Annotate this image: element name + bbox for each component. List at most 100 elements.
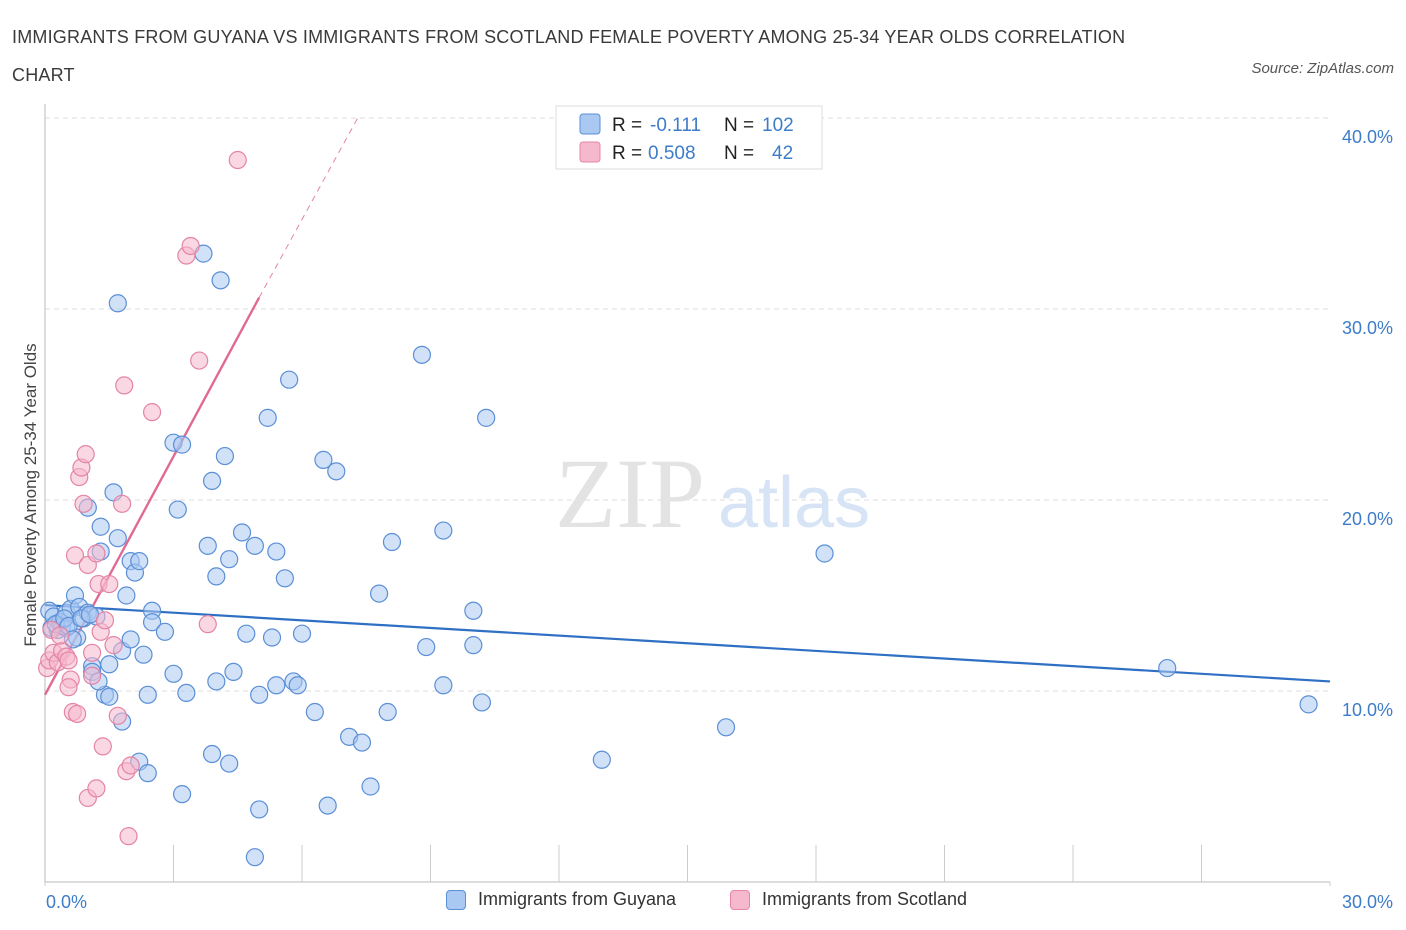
point-guyana bbox=[352, 733, 372, 752]
point-guyana bbox=[815, 544, 834, 563]
point-guyana bbox=[716, 718, 736, 737]
point-guyana bbox=[134, 645, 153, 664]
point-scotland bbox=[181, 236, 200, 256]
legend-scotland-n-label: N = bbox=[724, 143, 754, 164]
watermark-zip: ZIP bbox=[555, 438, 705, 549]
point-scotland bbox=[100, 574, 119, 594]
point-scotland bbox=[190, 351, 209, 370]
legend-scotland-swatch bbox=[579, 141, 601, 163]
point-guyana bbox=[108, 294, 127, 313]
point-scotland bbox=[142, 403, 162, 422]
legend-label-scotland: Immigrants from Scotland bbox=[762, 889, 968, 909]
watermark-atlas: atlas bbox=[718, 463, 870, 543]
point-scotland bbox=[83, 643, 102, 662]
legend-item-scotland: Immigrants from Scotland bbox=[730, 889, 967, 910]
point-guyana bbox=[361, 777, 380, 796]
point-scotland bbox=[65, 546, 85, 565]
legend-scotland-r-value: 0.508 bbox=[648, 143, 696, 164]
point-guyana bbox=[434, 676, 453, 695]
series-guyana-points bbox=[40, 244, 1318, 867]
point-guyana bbox=[224, 662, 243, 682]
point-guyana bbox=[155, 622, 175, 641]
legend-guyana-r-label: R = bbox=[612, 115, 642, 136]
point-guyana bbox=[464, 636, 483, 655]
point-scotland bbox=[59, 678, 78, 697]
point-guyana bbox=[198, 536, 217, 555]
legend-guyana-n-value: 102 bbox=[762, 115, 794, 136]
point-guyana bbox=[472, 693, 491, 712]
point-scotland bbox=[112, 494, 132, 513]
point-guyana bbox=[417, 637, 436, 657]
point-scotland bbox=[74, 494, 93, 513]
point-scotland bbox=[108, 706, 127, 725]
y-tick-label: 30.0% bbox=[1342, 318, 1393, 338]
point-guyana bbox=[412, 345, 432, 364]
point-guyana bbox=[100, 687, 119, 706]
point-guyana bbox=[108, 529, 127, 548]
point-guyana bbox=[314, 450, 333, 469]
point-guyana bbox=[292, 624, 312, 643]
y-tick-label: 20.0% bbox=[1342, 509, 1393, 529]
trend-line-scotland-extension bbox=[258, 117, 359, 298]
point-scotland bbox=[83, 666, 102, 685]
series-legend: Immigrants from Guyana Immigrants from S… bbox=[0, 885, 1406, 919]
point-guyana bbox=[275, 569, 294, 588]
point-scotland bbox=[59, 651, 78, 670]
trend-lines bbox=[43, 117, 1331, 696]
watermark: ZIP atlas bbox=[555, 438, 870, 549]
point-guyana bbox=[477, 408, 496, 427]
point-scotland bbox=[198, 615, 217, 634]
point-guyana bbox=[1158, 658, 1177, 678]
point-guyana bbox=[117, 586, 136, 605]
legend-item-guyana: Immigrants from Guyana bbox=[446, 889, 676, 910]
point-scotland bbox=[76, 445, 95, 464]
point-scotland bbox=[119, 827, 138, 846]
x-tick-label: 30.0% bbox=[1342, 892, 1393, 912]
point-scotland bbox=[68, 704, 87, 724]
point-guyana bbox=[207, 672, 226, 691]
y-axis-label: Female Poverty Among 25-34 Year Olds bbox=[21, 343, 40, 646]
legend-guyana-swatch bbox=[579, 113, 601, 135]
point-guyana bbox=[434, 521, 453, 540]
series-scotland-points bbox=[38, 150, 247, 846]
point-guyana bbox=[378, 702, 397, 722]
point-guyana bbox=[172, 785, 192, 804]
legend-guyana-n-label: N = bbox=[724, 115, 754, 136]
point-guyana bbox=[382, 532, 402, 552]
chart-title: IMMIGRANTS FROM GUYANA VS IMMIGRANTS FRO… bbox=[12, 27, 1126, 85]
point-guyana bbox=[464, 601, 483, 620]
legend-label-guyana: Immigrants from Guyana bbox=[478, 889, 677, 909]
point-guyana bbox=[130, 552, 149, 571]
point-guyana bbox=[138, 764, 157, 783]
point-guyana bbox=[177, 683, 196, 703]
y-tick-label: 10.0% bbox=[1342, 700, 1393, 720]
point-guyana bbox=[250, 800, 269, 819]
point-scotland bbox=[115, 376, 134, 395]
trend-line-guyana bbox=[44, 603, 1331, 683]
point-guyana bbox=[592, 750, 611, 769]
point-scotland bbox=[93, 737, 112, 756]
point-guyana bbox=[220, 550, 239, 569]
point-guyana bbox=[262, 628, 282, 647]
point-guyana bbox=[288, 676, 307, 695]
point-guyana bbox=[237, 624, 256, 643]
point-guyana bbox=[100, 655, 119, 674]
point-guyana bbox=[207, 567, 226, 586]
point-guyana bbox=[121, 630, 140, 649]
point-guyana bbox=[202, 471, 222, 490]
point-guyana bbox=[91, 517, 110, 536]
point-guyana bbox=[215, 446, 234, 466]
point-guyana bbox=[1299, 695, 1318, 714]
point-guyana bbox=[250, 685, 269, 704]
legend-guyana-r-value: -0.111 bbox=[650, 115, 701, 136]
point-guyana bbox=[267, 676, 286, 695]
legend-scotland-n-value: 42 bbox=[772, 143, 793, 164]
legend-swatch-scotland bbox=[730, 889, 750, 910]
point-guyana bbox=[280, 370, 299, 389]
point-guyana bbox=[164, 664, 183, 683]
point-guyana bbox=[267, 542, 286, 561]
point-scotland bbox=[95, 611, 115, 630]
source-label: Source: ZipAtlas.com bbox=[1251, 60, 1394, 77]
gridlines bbox=[45, 117, 1330, 692]
point-guyana bbox=[318, 796, 337, 815]
